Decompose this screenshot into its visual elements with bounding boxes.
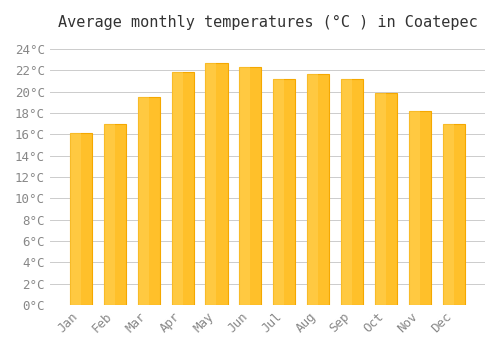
Bar	[443, 124, 465, 305]
Bar	[240, 67, 262, 305]
Bar	[138, 97, 160, 305]
Title: Average monthly temperatures (°C ) in Coatepec: Average monthly temperatures (°C ) in Co…	[58, 15, 478, 30]
Bar	[443, 124, 454, 305]
Bar	[375, 93, 398, 305]
Bar	[70, 133, 92, 305]
Bar	[104, 124, 126, 305]
Bar	[240, 67, 250, 305]
Bar	[274, 79, 284, 305]
Bar	[172, 72, 182, 305]
Bar	[375, 93, 386, 305]
Bar	[70, 133, 80, 305]
Bar	[138, 97, 148, 305]
Bar	[308, 75, 318, 305]
Bar	[308, 75, 330, 305]
Bar	[206, 63, 216, 305]
Bar	[409, 111, 420, 305]
Bar	[342, 79, 363, 305]
Bar	[342, 79, 352, 305]
Bar	[104, 124, 115, 305]
Bar	[274, 79, 295, 305]
Bar	[172, 72, 194, 305]
Bar	[409, 111, 432, 305]
Bar	[206, 63, 228, 305]
